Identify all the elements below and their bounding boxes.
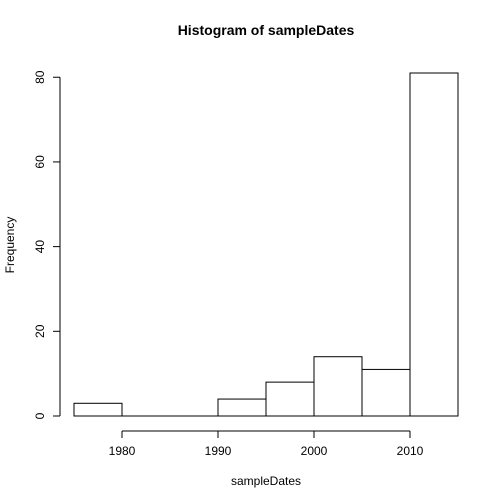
chart-title: Histogram of sampleDates: [178, 22, 355, 38]
histogram-bar-2000: [313, 356, 363, 417]
y-tick-label-20: 20: [33, 324, 47, 338]
y-axis: 0 20 40 60 80: [33, 70, 61, 419]
histogram-bar-2005: [361, 368, 411, 417]
y-tick-label-60: 60: [33, 155, 47, 169]
x-tick-label-2000: 2000: [301, 444, 328, 458]
histogram-bar-1990: [217, 398, 267, 417]
histogram-bar-1975: [73, 402, 123, 417]
y-tick-label-40: 40: [33, 240, 47, 254]
y-tick-label-80: 80: [33, 70, 47, 84]
x-tick-label-1980: 1980: [109, 444, 136, 458]
histogram-bars: [73, 72, 459, 417]
x-tick-label-2010: 2010: [397, 444, 424, 458]
y-axis-label: Frequency: [3, 217, 17, 274]
y-tick-label-0: 0: [33, 412, 47, 419]
histogram-bar-2010: [409, 72, 459, 417]
x-tick-label-1990: 1990: [205, 444, 232, 458]
x-axis-label: sampleDates: [231, 474, 301, 488]
histogram-bar-1995: [265, 381, 315, 417]
x-axis: 1980 1990 2000 2010: [109, 430, 424, 458]
